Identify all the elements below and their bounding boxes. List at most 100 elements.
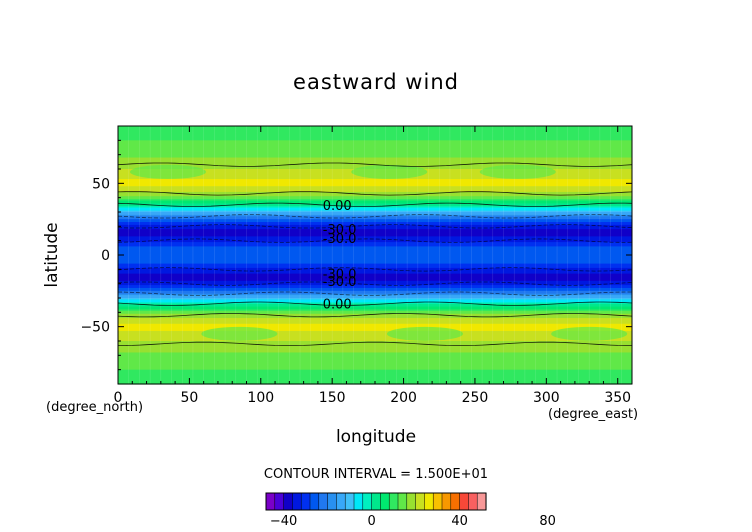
colorbar-swatch: [450, 492, 461, 511]
contour-band: [118, 184, 632, 187]
contour-band: [118, 348, 632, 351]
contour-band: [118, 257, 632, 260]
contour-band: [118, 197, 632, 200]
contour-label: -30.0: [323, 275, 357, 290]
contour-band: [118, 326, 632, 329]
contour-band: [118, 319, 632, 322]
contour-band: [118, 222, 632, 225]
x-tick-label: 100: [247, 390, 274, 406]
contour-patch: [201, 326, 278, 341]
colorbar-swatch: [353, 492, 364, 511]
contour-band: [118, 339, 632, 342]
contour-band: [118, 223, 632, 226]
contour-band: [118, 295, 632, 298]
contour-band: [118, 191, 632, 194]
colorbar-swatch: [424, 492, 434, 511]
contour-band: [118, 352, 632, 355]
contour-band: [118, 207, 632, 210]
colorbar-tick-label: −40: [270, 514, 297, 529]
contour-band: [118, 263, 632, 266]
x-tick-label: 150: [319, 390, 346, 406]
contour-line: [117, 202, 633, 207]
contour-line: [117, 313, 633, 318]
colorbar-tick-label: 40: [451, 514, 468, 529]
contour-band: [118, 128, 632, 131]
x-tick-label: 200: [390, 390, 417, 406]
y-tick-label: −50: [80, 320, 110, 336]
contour-band: [118, 312, 632, 315]
contour-band: [118, 177, 632, 180]
contour-band: [118, 136, 632, 139]
contour-band: [118, 262, 632, 265]
contour-band: [118, 376, 632, 379]
contour-band: [118, 236, 632, 239]
x-tick-label: 300: [533, 390, 560, 406]
contour-band: [118, 323, 632, 326]
contour-band: [118, 316, 632, 319]
contour-band: [118, 346, 632, 349]
contour-band: [118, 130, 632, 133]
contour-band: [118, 157, 632, 160]
contour-band: [118, 204, 632, 207]
contour-band: [118, 305, 632, 308]
colorbar-swatch: [265, 492, 276, 511]
contour-band: [118, 365, 632, 368]
contour-band: [118, 244, 632, 247]
contour-band: [118, 183, 632, 186]
contour-band: [118, 153, 632, 156]
contour-label: -30.0: [323, 268, 357, 283]
contour-band: [118, 216, 632, 219]
contour-band: [118, 378, 632, 381]
x-tick-label: 250: [462, 390, 489, 406]
contour-band: [118, 283, 632, 286]
contour-band: [118, 333, 632, 336]
contour-band: [118, 209, 632, 212]
contour-band: [118, 160, 632, 163]
contour-band: [118, 276, 632, 279]
contour-band: [118, 332, 632, 335]
contour-band: [118, 318, 632, 321]
x-axis-unit: (degree_east): [548, 407, 639, 422]
contour-band: [118, 289, 632, 292]
contour-band: [118, 260, 632, 263]
contour-labels-layer: 0.00-30.0-30.0-30.0-30.00.00: [323, 199, 357, 313]
contour-band: [118, 308, 632, 311]
contour-band: [118, 371, 632, 374]
colorbar-swatch: [388, 492, 399, 511]
contour-band: [118, 253, 632, 256]
contour-band: [118, 146, 632, 149]
contour-band: [118, 180, 632, 183]
contour-band: [118, 292, 632, 295]
contour-band: [118, 335, 632, 338]
contour-band: [118, 158, 632, 161]
contour-band: [118, 200, 632, 203]
contour-band: [118, 214, 632, 217]
contour-band: [118, 293, 632, 296]
x-tick-label: 0: [114, 390, 123, 406]
contour-band: [118, 256, 632, 259]
contour-band: [118, 220, 632, 223]
colorbar-frame: [265, 492, 487, 511]
contour-band: [118, 189, 632, 192]
contour-line: [117, 301, 633, 306]
colorbar-swatch: [283, 492, 293, 511]
contour-band: [118, 280, 632, 283]
contour-band: [118, 351, 632, 354]
contour-band: [118, 355, 632, 358]
contour-band: [118, 212, 632, 215]
contour-band: [118, 187, 632, 190]
contour-band: [118, 156, 632, 159]
colorbar-swatch: [380, 492, 390, 511]
contour-band: [118, 361, 632, 364]
contour-band: [118, 150, 632, 153]
contour-band: [118, 131, 632, 134]
contour-band: [118, 287, 632, 290]
contour-band: [118, 298, 632, 301]
contour-band: [118, 194, 632, 197]
contour-band: [118, 239, 632, 242]
contour-band: [118, 358, 632, 361]
contour-band: [118, 372, 632, 375]
contour-band: [118, 140, 632, 143]
contour-patch: [129, 164, 206, 179]
